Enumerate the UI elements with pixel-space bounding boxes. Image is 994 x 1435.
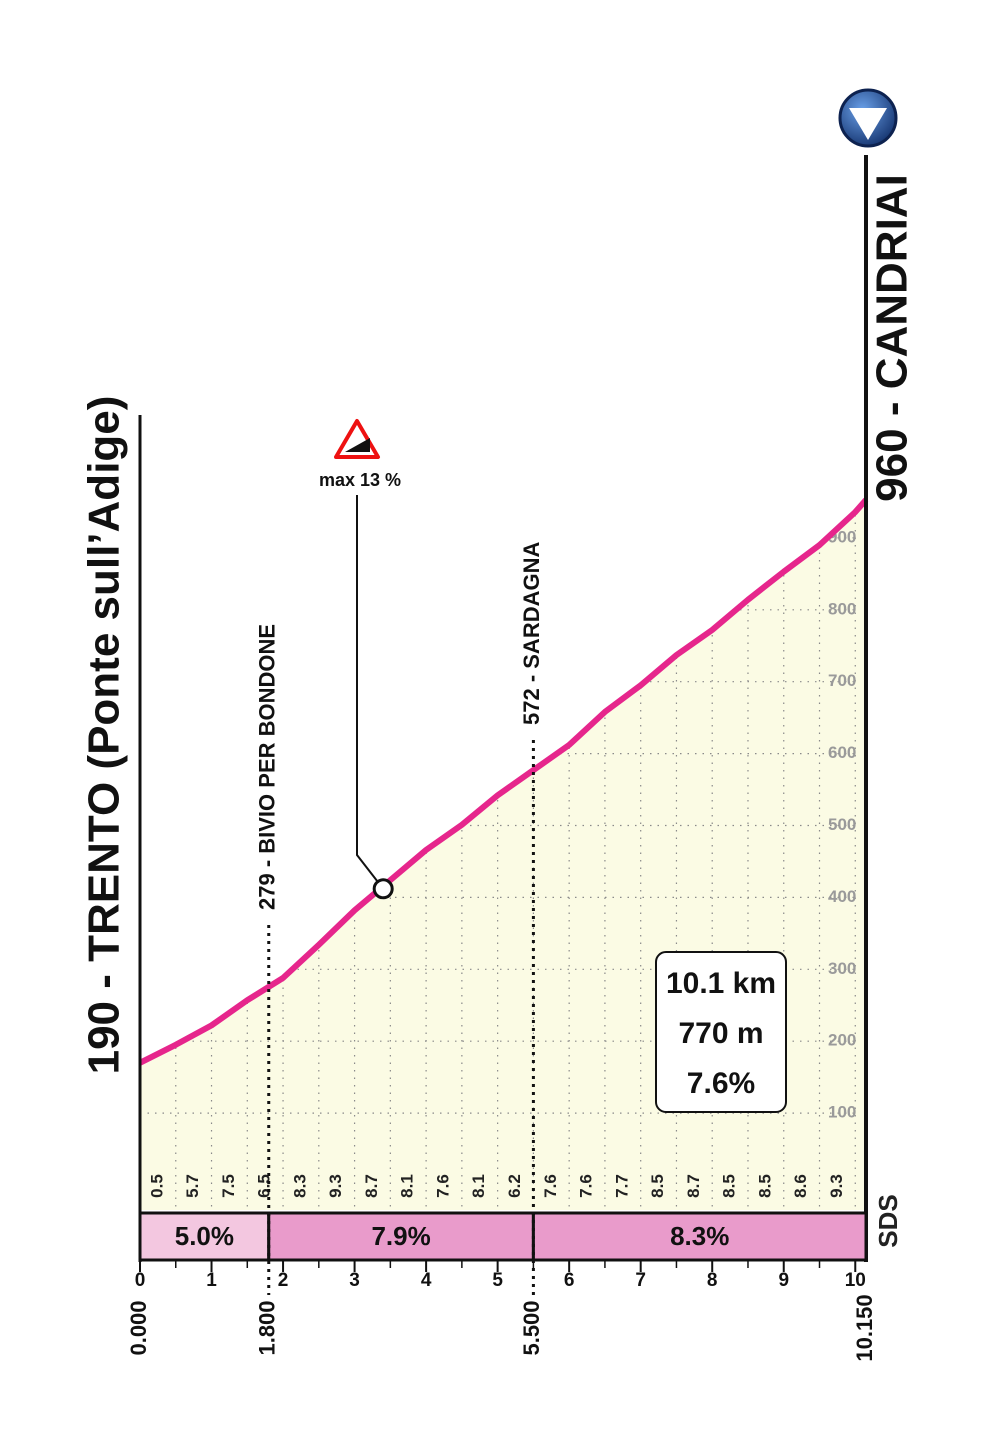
half-km-gradient: 8.6 <box>791 1174 810 1198</box>
edge-label: 5.500 <box>519 1300 544 1355</box>
y-tick-label: 400 <box>828 887 856 906</box>
x-tick-label: 7 <box>635 1270 646 1291</box>
half-km-gradient: 6.2 <box>505 1174 524 1198</box>
y-tick-label: 600 <box>828 743 856 762</box>
half-km-gradient: 8.5 <box>755 1174 774 1198</box>
half-km-gradient: 8.5 <box>648 1174 667 1198</box>
gradient-band <box>267 1211 535 1262</box>
edge-label: 0.000 <box>126 1300 151 1355</box>
gradient-band-label: 7.9% <box>371 1221 430 1251</box>
edge-label: 10.150 <box>852 1294 877 1361</box>
half-km-gradient: 9.3 <box>326 1174 345 1198</box>
start-label: 190 - TRENTO (Ponte sull’Adige) <box>80 396 129 1075</box>
x-tick-label: 6 <box>564 1270 575 1291</box>
half-km-gradient: 8.7 <box>362 1174 381 1198</box>
x-tick-label: 4 <box>421 1270 432 1291</box>
half-km-gradient: 7.7 <box>612 1174 631 1198</box>
gradient-band <box>531 1211 868 1262</box>
profile-line <box>138 497 869 1066</box>
x-tick-label: 1 <box>206 1270 217 1291</box>
y-tick-label: 700 <box>828 671 856 690</box>
summary-text: 10.1 km <box>666 967 776 1000</box>
waypoint-label: 279 - BIVIO PER BONDONE <box>255 624 280 910</box>
waypoint-label: 572 - SARDAGNA <box>519 542 544 725</box>
gradient-band-label: 5.0% <box>175 1221 234 1251</box>
finish-label: 960 - CANDRIAI <box>868 174 917 502</box>
logo: SDS <box>873 1194 903 1247</box>
half-km-gradient: 7.6 <box>577 1174 596 1198</box>
half-km-gradient: 8.5 <box>720 1174 739 1198</box>
half-km-gradient: 8.7 <box>684 1174 703 1198</box>
gradient-band-label: 8.3% <box>670 1221 729 1251</box>
summary-box <box>655 951 787 1113</box>
half-km-gradient: 7.6 <box>541 1174 560 1198</box>
y-tick-label: 800 <box>828 599 856 618</box>
summary-text: 770 m <box>678 1017 763 1050</box>
max-gradient-label: max 13 % <box>319 470 401 490</box>
max-gradient-leader <box>356 495 384 890</box>
summary-text: 7.6% <box>687 1067 755 1100</box>
half-km-gradient: 9.3 <box>827 1174 846 1198</box>
half-km-gradient: 7.6 <box>433 1174 452 1198</box>
x-tick-label: 8 <box>707 1270 718 1291</box>
x-tick-label: 2 <box>278 1270 289 1291</box>
half-km-gradient: 8.1 <box>469 1174 488 1198</box>
half-km-gradient: 7.5 <box>219 1174 238 1198</box>
max-warning-slope <box>345 438 370 452</box>
finish-icon-mark <box>849 108 887 140</box>
y-tick-label: 100 <box>828 1103 856 1122</box>
half-km-gradient: 8.1 <box>398 1174 417 1198</box>
x-tick-label: 5 <box>492 1270 503 1291</box>
y-tick-label: 200 <box>828 1031 856 1050</box>
x-tick-label: 0 <box>135 1270 146 1291</box>
max-gradient-point <box>372 878 394 900</box>
half-km-gradient: 6.5 <box>255 1174 274 1198</box>
x-tick-label: 3 <box>349 1270 360 1291</box>
half-km-gradient: 0.5 <box>147 1174 166 1198</box>
x-tick-label: 10 <box>845 1270 866 1291</box>
y-tick-label: 500 <box>828 815 856 834</box>
half-km-gradient: 8.3 <box>290 1174 309 1198</box>
edge-label: 1.800 <box>255 1300 280 1355</box>
half-km-gradient: 5.7 <box>183 1174 202 1198</box>
y-tick-label: 300 <box>828 959 856 978</box>
x-tick-label: 9 <box>778 1270 789 1291</box>
